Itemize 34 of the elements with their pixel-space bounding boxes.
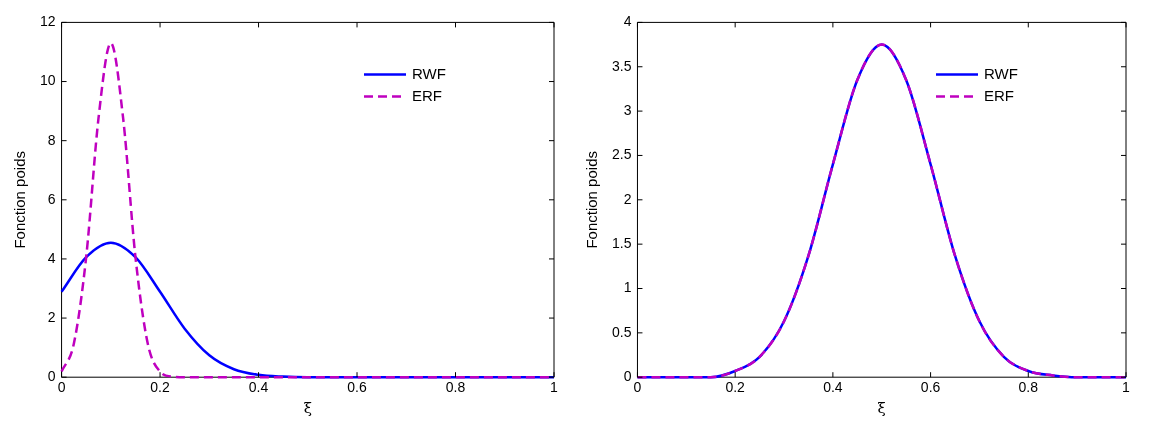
x-tick-label: 0.6: [347, 379, 367, 396]
x-tick-label: 0.4: [248, 379, 269, 396]
x-tick-label: 0.8: [445, 379, 466, 396]
y-tick-label: 10: [39, 72, 56, 89]
x-tick-label: 0.6: [920, 379, 941, 396]
y-tick-label: 2.5: [611, 146, 632, 163]
y-axis-title: Fonction poids: [583, 151, 601, 249]
y-tick-label: 2: [623, 190, 632, 207]
y-tick-label: 6: [47, 190, 56, 207]
y-tick-label: 2: [47, 308, 56, 325]
y-tick-label: 8: [47, 131, 56, 148]
y-tick-label: 4: [47, 249, 56, 266]
y-axis-title: Fonction poids: [11, 151, 29, 249]
x-tick-label: 1: [550, 379, 559, 396]
y-tick-label: 0: [623, 368, 632, 385]
x-tick-label: 0.4: [823, 379, 843, 396]
y-tick-label: 3.5: [611, 57, 632, 74]
x-axis-title: ξ: [303, 398, 312, 417]
y-tick-label: 0.5: [611, 323, 632, 340]
y-tick-label: 12: [39, 13, 56, 30]
y-tick-label: 0: [47, 368, 56, 385]
legend-label: RWF: [984, 64, 1018, 82]
x-tick-label: 0.8: [1018, 379, 1039, 396]
x-tick-label: 0.2: [150, 379, 170, 396]
x-tick-label: 0.2: [725, 379, 746, 396]
y-tick-label: 3: [623, 101, 632, 118]
x-axis-title: ξ: [877, 398, 886, 417]
y-tick-label: 1: [623, 279, 632, 296]
legend-label: ERF: [984, 86, 1014, 104]
legend-label: ERF: [412, 86, 442, 104]
legend-label: RWF: [412, 64, 446, 82]
y-tick-label: 4: [623, 13, 632, 30]
x-tick-label: 1: [1122, 379, 1131, 396]
y-tick-label: 1.5: [611, 235, 632, 252]
